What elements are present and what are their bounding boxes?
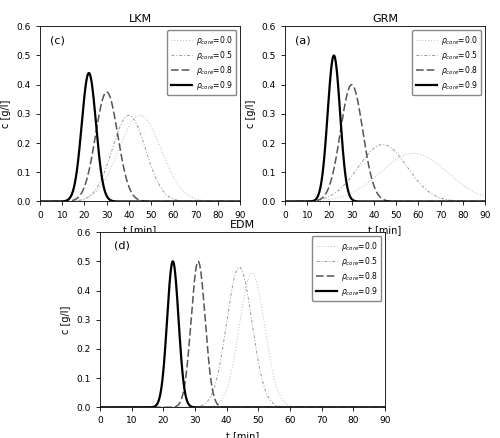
X-axis label: t [min]: t [min] xyxy=(226,431,259,438)
Legend: $\rho_{core}$=0.0, $\rho_{core}$=0.5, $\rho_{core}$=0.8, $\rho_{core}$=0.9: $\rho_{core}$=0.0, $\rho_{core}$=0.5, $\… xyxy=(168,30,236,95)
Y-axis label: c [g/l]: c [g/l] xyxy=(1,100,11,128)
Y-axis label: c [g/l]: c [g/l] xyxy=(61,306,71,334)
X-axis label: t [min]: t [min] xyxy=(368,225,402,235)
Title: EDM: EDM xyxy=(230,220,255,230)
Text: (d): (d) xyxy=(114,241,130,251)
X-axis label: t [min]: t [min] xyxy=(124,225,156,235)
Legend: $\rho_{core}$=0.0, $\rho_{core}$=0.5, $\rho_{core}$=0.8, $\rho_{core}$=0.9: $\rho_{core}$=0.0, $\rho_{core}$=0.5, $\… xyxy=(412,30,481,95)
Legend: $\rho_{core}$=0.0, $\rho_{core}$=0.5, $\rho_{core}$=0.8, $\rho_{core}$=0.9: $\rho_{core}$=0.0, $\rho_{core}$=0.5, $\… xyxy=(312,236,381,301)
Text: (c): (c) xyxy=(50,35,65,45)
Title: LKM: LKM xyxy=(128,14,152,24)
Text: (a): (a) xyxy=(295,35,310,45)
Title: GRM: GRM xyxy=(372,14,398,24)
Y-axis label: c [g/l]: c [g/l] xyxy=(246,100,256,128)
